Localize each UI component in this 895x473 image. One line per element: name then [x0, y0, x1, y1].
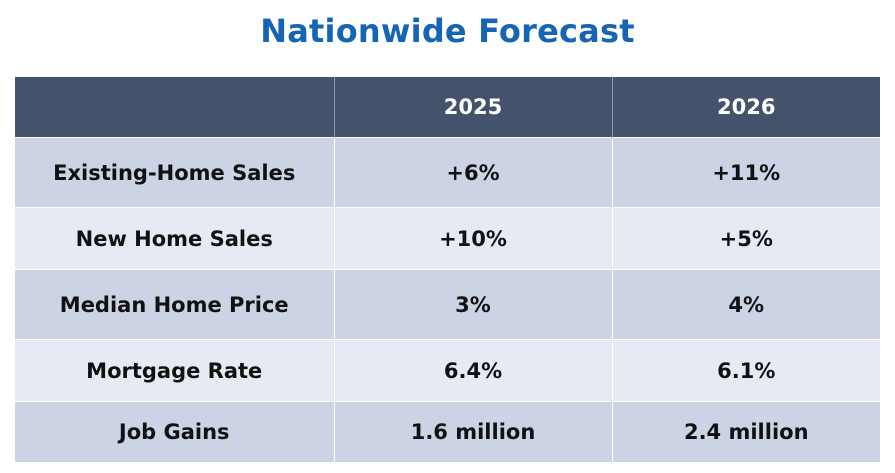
- row-label: Median Home Price: [15, 269, 335, 340]
- header-row: 2025 2026: [15, 77, 880, 138]
- table-header: 2025 2026: [15, 77, 880, 138]
- table-row: New Home Sales +10% +5%: [15, 207, 880, 270]
- header-cell-2026: 2026: [612, 77, 880, 138]
- table-body: Existing-Home Sales +6% +11% New Home Sa…: [15, 137, 880, 462]
- header-cell-label: [15, 77, 335, 138]
- row-label: Existing-Home Sales: [15, 137, 335, 208]
- cell-2025: 1.6 million: [334, 401, 613, 462]
- table-row: Existing-Home Sales +6% +11%: [15, 137, 880, 208]
- cell-2026: +5%: [612, 207, 880, 270]
- page-title: Nationwide Forecast: [260, 12, 635, 50]
- cell-2025: +10%: [334, 207, 613, 270]
- table-row: Median Home Price 3% 4%: [15, 269, 880, 340]
- row-label: Mortgage Rate: [15, 339, 335, 402]
- cell-2026: +11%: [612, 137, 880, 208]
- row-label: Job Gains: [15, 401, 335, 462]
- cell-2025: +6%: [334, 137, 613, 208]
- cell-2026: 2.4 million: [612, 401, 880, 462]
- header-cell-2025: 2025: [334, 77, 613, 138]
- forecast-table: 2025 2026 Existing-Home Sales +6% +11% N…: [15, 77, 880, 462]
- table-row: Mortgage Rate 6.4% 6.1%: [15, 339, 880, 402]
- row-label: New Home Sales: [15, 207, 335, 270]
- table-row: Job Gains 1.6 million 2.4 million: [15, 401, 880, 462]
- cell-2026: 6.1%: [612, 339, 880, 402]
- cell-2025: 3%: [334, 269, 613, 340]
- cell-2026: 4%: [612, 269, 880, 340]
- cell-2025: 6.4%: [334, 339, 613, 402]
